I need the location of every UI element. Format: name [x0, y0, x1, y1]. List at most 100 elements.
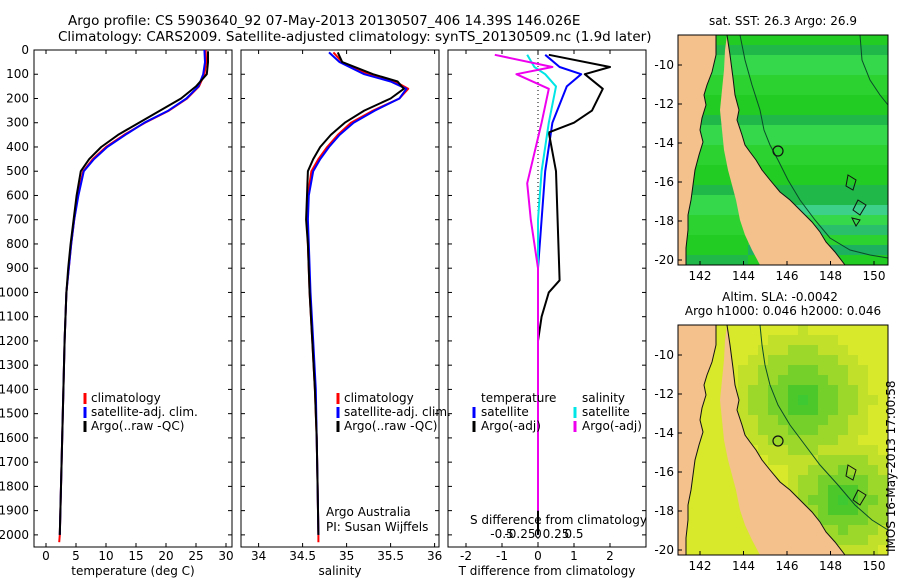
map-grid-cell	[768, 375, 778, 385]
legend-label-sal-argo: Argo(-adj)	[582, 419, 642, 433]
map-grid-cell	[748, 135, 758, 145]
map-grid-cell	[798, 385, 808, 395]
map-grid-cell	[858, 375, 868, 385]
map-grid-cell	[828, 325, 838, 335]
map-grid-cell	[728, 485, 738, 495]
map-grid-cell	[768, 115, 778, 125]
s-difference-axis-label: S difference from climatology	[470, 513, 647, 527]
temperature-legend: climatology satellite-adj. clim. Argo(..…	[83, 391, 198, 433]
map-grid-cell	[778, 45, 788, 55]
map-grid-cell	[808, 85, 818, 95]
map-grid-cell	[798, 145, 808, 155]
map-grid-cell	[778, 355, 788, 365]
map-x-tick-label: 150	[863, 269, 886, 283]
map-grid-cell	[768, 365, 778, 375]
map-grid-cell	[878, 75, 888, 85]
map-grid-cell	[708, 415, 718, 425]
map-grid-cell	[718, 55, 728, 65]
map-grid-cell	[728, 355, 738, 365]
map-grid-cell	[778, 155, 788, 165]
map-grid-cell	[828, 335, 838, 345]
map-grid-cell	[848, 75, 858, 85]
map-y-tick-label: -18	[654, 214, 674, 228]
map-grid-cell	[828, 35, 838, 45]
depth-tick-label: 1300	[0, 358, 29, 372]
map-grid-cell	[848, 505, 858, 515]
map-grid-cell	[708, 395, 718, 405]
map-grid-cell	[758, 135, 768, 145]
map-grid-cell	[748, 35, 758, 45]
map-y-tick-label: -12	[654, 97, 674, 111]
map-grid-cell	[878, 465, 888, 475]
map-grid-cell	[718, 435, 728, 445]
depth-tick-label: 1900	[0, 504, 29, 518]
map-grid-cell	[868, 35, 878, 45]
map-grid-cell	[688, 485, 698, 495]
map-grid-cell	[838, 175, 848, 185]
map-grid-cell	[848, 195, 858, 205]
map-grid-cell	[718, 325, 728, 335]
map-grid-cell	[758, 335, 768, 345]
map-grid-cell	[828, 385, 838, 395]
depth-tick-label: 1800	[0, 479, 29, 493]
map-grid-cell	[718, 235, 728, 245]
map-grid-cell	[848, 465, 858, 475]
map-grid-cell	[788, 335, 798, 345]
map-grid-cell	[858, 145, 868, 155]
map-grid-cell	[788, 485, 798, 495]
map-grid-cell	[858, 425, 868, 435]
map-grid-cell	[798, 195, 808, 205]
map-grid-cell	[738, 385, 748, 395]
map-grid-cell	[878, 65, 888, 75]
map-grid-cell	[718, 215, 728, 225]
map-grid-cell	[818, 45, 828, 55]
map-grid-cell	[708, 165, 718, 175]
map-grid-cell	[818, 75, 828, 85]
map-grid-cell	[828, 185, 838, 195]
map-grid-cell	[878, 205, 888, 215]
map-grid-cell	[848, 45, 858, 55]
map-grid-cell	[868, 485, 878, 495]
map-grid-cell	[748, 545, 758, 555]
map-grid-cell	[818, 385, 828, 395]
map-grid-cell	[758, 455, 768, 465]
map-grid-cell	[878, 245, 888, 255]
map-grid-cell	[878, 85, 888, 95]
map-grid-cell	[878, 385, 888, 395]
temperature-x-tick-label: 25	[188, 549, 203, 563]
map-grid-cell	[798, 415, 808, 425]
map-grid-cell	[738, 55, 748, 65]
sla-map-title-2: Argo h1000: 0.046 h2000: 0.046	[685, 304, 881, 318]
sla-qld-coast	[720, 325, 845, 555]
map-grid-cell	[688, 225, 698, 235]
map-grid-cell	[878, 255, 888, 265]
map-grid-cell	[788, 115, 798, 125]
map-grid-cell	[788, 325, 798, 335]
map-grid-cell	[878, 475, 888, 485]
map-grid-cell	[868, 75, 878, 85]
legend-label-climatology: climatology	[91, 391, 161, 405]
map-grid-cell	[708, 125, 718, 135]
map-grid-cell	[828, 225, 838, 235]
map-grid-cell	[878, 325, 888, 335]
map-grid-cell	[718, 185, 728, 195]
map-grid-cell	[708, 405, 718, 415]
map-grid-cell	[878, 535, 888, 545]
map-grid-cell	[818, 95, 828, 105]
map-grid-cell	[728, 185, 738, 195]
map-grid-cell	[728, 245, 738, 255]
map-grid-cell	[798, 115, 808, 125]
sst-qld-coast	[720, 35, 845, 265]
map-grid-cell	[708, 185, 718, 195]
difference-x-tick-label: 1	[570, 549, 578, 563]
map-grid-cell	[778, 175, 788, 185]
map-grid-cell	[848, 435, 858, 445]
map-grid-cell	[838, 195, 848, 205]
map-grid-cell	[708, 195, 718, 205]
map-grid-cell	[768, 165, 778, 175]
map-grid-cell	[858, 385, 868, 395]
map-grid-cell	[808, 375, 818, 385]
map-grid-cell	[708, 105, 718, 115]
map-grid-cell	[768, 345, 778, 355]
map-grid-cell	[768, 45, 778, 55]
